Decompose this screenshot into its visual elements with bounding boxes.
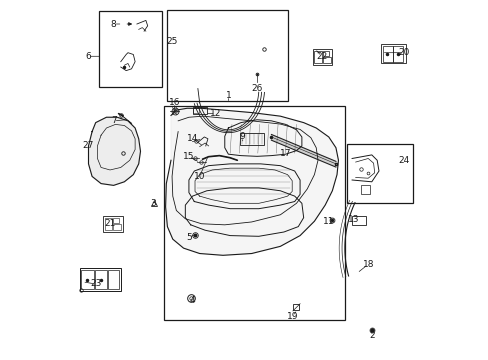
Text: 3: 3	[150, 199, 156, 208]
Text: 22: 22	[315, 52, 326, 61]
Text: 8: 8	[110, 19, 116, 28]
Text: 27: 27	[82, 141, 94, 150]
Polygon shape	[271, 134, 335, 167]
Text: 2: 2	[368, 332, 374, 341]
Bar	[312, 49, 332, 65]
Text: 15: 15	[183, 152, 194, 161]
Text: 1: 1	[225, 91, 231, 100]
Bar	[108, 270, 119, 289]
Text: 9: 9	[239, 132, 245, 141]
Text: 6: 6	[85, 52, 90, 61]
Text: 19: 19	[286, 312, 298, 321]
Text: 11: 11	[323, 217, 334, 226]
Bar	[392, 45, 403, 62]
Bar	[193, 108, 198, 113]
Polygon shape	[165, 108, 338, 255]
Text: 7: 7	[110, 116, 116, 125]
Text: 18: 18	[362, 260, 373, 269]
Bar	[113, 218, 119, 223]
Text: 25: 25	[166, 37, 177, 46]
Text: 23: 23	[90, 279, 101, 288]
Text: 21: 21	[104, 219, 116, 228]
Text: 24: 24	[398, 156, 409, 165]
Bar	[346, 144, 412, 203]
Bar	[167, 10, 287, 101]
Text: 26: 26	[251, 84, 262, 93]
Text: 12: 12	[210, 109, 221, 118]
Bar	[192, 107, 206, 114]
Bar	[163, 107, 344, 320]
Bar	[351, 216, 366, 225]
Bar	[80, 268, 121, 291]
Bar	[102, 216, 122, 232]
Text: 16: 16	[168, 98, 180, 107]
Text: 20: 20	[398, 48, 409, 57]
Bar	[382, 45, 392, 62]
Bar	[113, 224, 121, 230]
Bar	[81, 270, 94, 289]
Text: 17: 17	[280, 149, 291, 158]
Bar	[314, 51, 322, 63]
Bar	[322, 51, 328, 56]
Text: 10: 10	[194, 172, 205, 181]
Bar	[104, 218, 112, 230]
Bar	[94, 270, 107, 289]
Text: 4: 4	[189, 296, 195, 305]
Text: 5: 5	[185, 233, 191, 242]
Polygon shape	[88, 117, 140, 185]
Bar	[380, 44, 405, 63]
Bar	[322, 57, 330, 63]
Text: 13: 13	[347, 215, 359, 224]
Bar	[99, 12, 162, 87]
Text: 14: 14	[186, 134, 198, 143]
Bar	[240, 134, 263, 145]
Bar	[360, 185, 369, 194]
